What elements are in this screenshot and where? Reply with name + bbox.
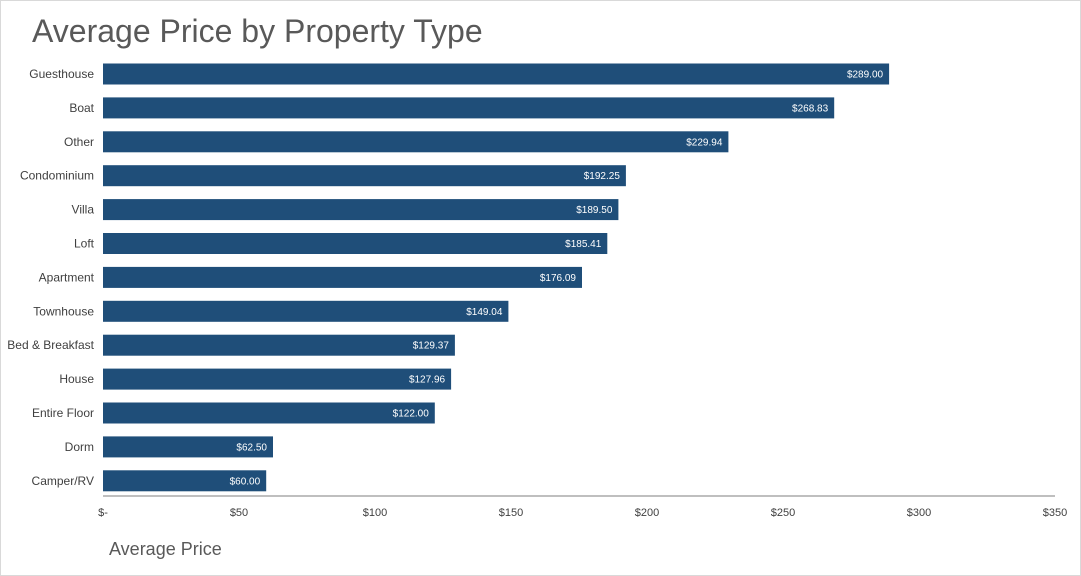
x-tick-label: $350 (1043, 507, 1067, 519)
category-label: Other (64, 135, 94, 149)
x-tick-label: $150 (499, 507, 523, 519)
category-label: Boat (69, 101, 94, 115)
x-tick-label: $300 (907, 507, 931, 519)
data-label: $268.83 (792, 103, 829, 114)
chart-title: Average Price by Property Type (32, 13, 483, 49)
bar-bed-breakfast (103, 334, 455, 356)
bar-entire-floor (103, 402, 435, 424)
data-label: $60.00 (230, 476, 261, 487)
bar-camper-rv (103, 470, 267, 492)
data-label: $149.04 (466, 307, 503, 318)
bar-dorm (103, 436, 273, 458)
data-label: $189.50 (576, 205, 613, 216)
bar-condominium (103, 165, 626, 187)
bar-townhouse (103, 300, 509, 322)
category-label: Guesthouse (29, 67, 94, 81)
category-label: Entire Floor (32, 406, 94, 420)
category-label: Villa (72, 203, 95, 217)
category-label: Dorm (65, 440, 94, 454)
data-label: $127.96 (409, 375, 446, 386)
x-tick-label: $100 (363, 507, 387, 519)
bar-villa (103, 199, 619, 221)
category-label: Townhouse (33, 304, 94, 318)
x-tick-label: $200 (635, 507, 659, 519)
category-label: Camper/RV (32, 474, 94, 488)
bar-guesthouse (103, 63, 890, 85)
x-tick-label: $250 (771, 507, 795, 519)
data-label: $122.00 (393, 409, 430, 420)
category-label: Condominium (20, 169, 94, 183)
category-label: House (59, 372, 94, 386)
data-label: $192.25 (584, 171, 621, 182)
data-label: $289.00 (847, 70, 884, 81)
category-label: Apartment (39, 270, 95, 284)
data-label: $185.41 (565, 239, 602, 250)
data-label: $129.37 (413, 341, 450, 352)
x-tick-label: $- (98, 507, 108, 519)
bar-loft (103, 233, 608, 254)
x-tick-label: $50 (230, 507, 248, 519)
bar-apartment (103, 266, 582, 288)
bar-boat (103, 97, 835, 119)
x-axis-title: Average Price (109, 539, 222, 559)
bar-other (103, 131, 729, 153)
data-label: $62.50 (236, 442, 267, 453)
data-label: $229.94 (686, 137, 723, 148)
category-label: Bed & Breakfast (7, 338, 94, 352)
data-label: $176.09 (540, 273, 577, 284)
category-label: Loft (74, 237, 95, 251)
bar-house (103, 368, 452, 390)
